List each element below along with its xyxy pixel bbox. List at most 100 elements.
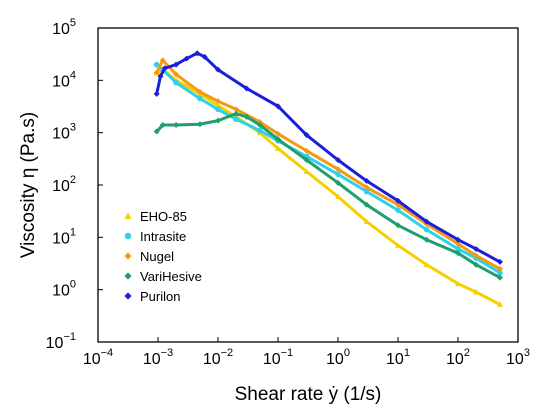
data-point bbox=[159, 57, 166, 64]
data-point bbox=[473, 261, 480, 268]
series-nugel bbox=[153, 57, 503, 272]
data-point bbox=[173, 122, 180, 129]
legend-label: Nugel bbox=[140, 249, 174, 264]
legend-marker bbox=[124, 252, 132, 260]
data-point bbox=[257, 127, 263, 134]
data-point bbox=[423, 236, 430, 243]
series-eho-85 bbox=[153, 66, 503, 307]
data-point bbox=[363, 218, 370, 224]
data-point bbox=[194, 50, 201, 57]
data-point bbox=[335, 179, 341, 186]
series-layer bbox=[153, 50, 503, 307]
data-point bbox=[183, 55, 190, 62]
data-point bbox=[395, 242, 401, 248]
data-point bbox=[275, 130, 281, 137]
data-point bbox=[363, 201, 370, 208]
data-point bbox=[335, 171, 341, 178]
data-point bbox=[395, 197, 401, 204]
legend-label: EHO-85 bbox=[140, 209, 187, 224]
data-point bbox=[201, 53, 208, 60]
data-point bbox=[363, 188, 370, 195]
data-point bbox=[497, 270, 503, 276]
data-point bbox=[455, 280, 461, 287]
data-point bbox=[423, 261, 430, 268]
data-point bbox=[173, 71, 180, 78]
series-purilon bbox=[153, 50, 503, 265]
data-point bbox=[275, 136, 281, 143]
x-axis-title: Shear rate ẏ (1/s) bbox=[235, 384, 382, 405]
legend-item: Nugel bbox=[124, 249, 174, 264]
data-point bbox=[215, 106, 221, 113]
legend-marker bbox=[124, 232, 132, 240]
data-point bbox=[197, 95, 203, 102]
x-tick-label: 100 bbox=[326, 347, 350, 368]
legend-item: VariHesive bbox=[124, 269, 202, 284]
y-tick-label: 100 bbox=[52, 279, 76, 300]
data-point bbox=[455, 250, 461, 257]
data-point bbox=[496, 274, 503, 281]
data-point bbox=[335, 166, 341, 173]
x-tick-label: 103 bbox=[506, 347, 530, 368]
y-tick-label: 103 bbox=[52, 122, 76, 143]
data-point bbox=[275, 145, 281, 151]
data-point bbox=[423, 226, 430, 233]
data-point bbox=[395, 207, 401, 213]
x-tick-label: 101 bbox=[386, 347, 410, 368]
data-point bbox=[173, 61, 180, 68]
data-point bbox=[303, 147, 310, 154]
series-line bbox=[156, 68, 501, 306]
data-point bbox=[215, 117, 221, 124]
ticks-layer: 10−4 10−3 10−2 10−1 100 101 102 103 10−1 100 101 10… bbox=[46, 17, 530, 368]
legend-item: EHO-85 bbox=[124, 209, 187, 224]
data-point bbox=[215, 98, 221, 105]
x-tick-label: 10−2 bbox=[203, 347, 233, 368]
data-point bbox=[473, 289, 480, 295]
data-point bbox=[473, 252, 480, 259]
data-point bbox=[335, 193, 341, 200]
data-point bbox=[233, 106, 240, 113]
data-point bbox=[173, 79, 179, 86]
data-point bbox=[473, 245, 480, 252]
data-point bbox=[153, 90, 160, 97]
legend-label: Purilon bbox=[140, 289, 180, 304]
legend-marker bbox=[124, 272, 132, 280]
series-line bbox=[155, 112, 501, 279]
legend-item: Purilon bbox=[124, 289, 180, 304]
data-point bbox=[153, 61, 160, 68]
y-tick-label: 105 bbox=[52, 17, 76, 38]
data-point bbox=[233, 116, 239, 123]
legend-marker bbox=[124, 212, 132, 219]
data-point bbox=[455, 246, 461, 252]
data-point bbox=[233, 110, 240, 117]
series-line bbox=[155, 58, 501, 271]
data-point bbox=[275, 103, 281, 110]
series-line bbox=[155, 51, 501, 264]
y-tick-label: 102 bbox=[52, 174, 76, 195]
y-tick-label: 10−1 bbox=[46, 331, 76, 352]
data-point bbox=[243, 85, 250, 92]
data-point bbox=[395, 222, 401, 229]
x-tick-label: 10−1 bbox=[263, 347, 293, 368]
data-point bbox=[196, 88, 203, 95]
x-tick-label: 10−3 bbox=[143, 347, 173, 368]
legend-item: Intrasite bbox=[124, 229, 186, 244]
legend-marker bbox=[124, 292, 132, 300]
series-varihesive bbox=[153, 110, 503, 281]
legend: EHO-85 Intrasite Nugel VariHesive Purilon bbox=[124, 209, 202, 304]
legend-label: VariHesive bbox=[140, 269, 202, 284]
y-tick-label: 101 bbox=[52, 226, 76, 247]
data-point bbox=[363, 177, 370, 184]
data-point bbox=[256, 122, 263, 129]
data-point bbox=[196, 121, 203, 128]
data-point bbox=[159, 122, 166, 129]
data-point bbox=[303, 168, 310, 175]
data-point bbox=[161, 65, 168, 72]
data-point bbox=[363, 184, 370, 191]
x-tick-label: 10−4 bbox=[83, 347, 113, 368]
data-point bbox=[215, 102, 221, 108]
data-point bbox=[496, 258, 503, 265]
y-tick-label: 104 bbox=[52, 69, 76, 90]
data-point bbox=[157, 73, 164, 80]
legend-label: Intrasite bbox=[140, 229, 186, 244]
